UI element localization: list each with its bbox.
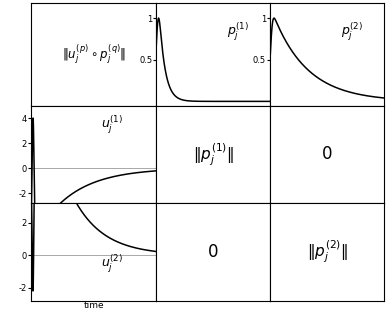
Text: $\| p_j^{(1)} \|$: $\| p_j^{(1)} \|$ bbox=[193, 141, 234, 168]
Text: $p_j^{(1)}$: $p_j^{(1)}$ bbox=[227, 21, 249, 43]
X-axis label: time: time bbox=[203, 105, 223, 115]
X-axis label: time: time bbox=[317, 105, 338, 115]
Text: $u_j^{(2)}$: $u_j^{(2)}$ bbox=[101, 253, 123, 275]
Text: $u_j^{(1)}$: $u_j^{(1)}$ bbox=[101, 114, 123, 136]
X-axis label: time: time bbox=[83, 203, 104, 212]
Text: 0: 0 bbox=[208, 243, 218, 261]
X-axis label: time: time bbox=[83, 301, 104, 310]
Text: $\| u_j^{(p)} \circ p_j^{(q)} \|$: $\| u_j^{(p)} \circ p_j^{(q)} \|$ bbox=[62, 42, 126, 66]
Text: $p_j^{(2)}$: $p_j^{(2)}$ bbox=[341, 21, 363, 43]
Text: 0: 0 bbox=[322, 145, 333, 163]
Text: $\| p_j^{(2)} \|$: $\| p_j^{(2)} \|$ bbox=[307, 239, 348, 265]
